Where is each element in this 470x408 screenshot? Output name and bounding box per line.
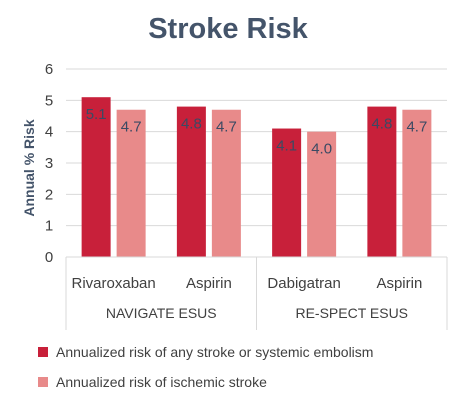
data-label: 4.8	[181, 116, 202, 133]
bar	[211, 109, 241, 257]
category-label: Aspirin	[376, 275, 422, 292]
category-label: Rivaroxaban	[72, 275, 156, 292]
category-label: Dabigatran	[267, 275, 340, 292]
bars	[81, 97, 432, 257]
legend: Annualized risk of any stroke or systemi…	[38, 344, 373, 390]
bar	[176, 106, 206, 257]
group-label: RE-SPECT ESUS	[295, 305, 408, 321]
x-axis-groups: NAVIGATE ESUS RE-SPECT ESUS	[65, 256, 448, 330]
y-axis-label: Annual % Risk	[21, 119, 37, 216]
legend-swatch	[38, 377, 48, 387]
data-label: 4.7	[121, 119, 142, 136]
y-tick-label: 5	[45, 92, 53, 109]
data-label: 4.7	[406, 119, 427, 136]
data-label: 4.1	[276, 138, 297, 155]
bar	[402, 109, 432, 257]
y-tick-label: 3	[45, 155, 53, 172]
bar	[81, 97, 111, 257]
legend-swatch	[38, 347, 48, 357]
y-tick-label: 0	[45, 249, 53, 266]
y-tick-label: 6	[45, 61, 53, 78]
legend-label: Annualized risk of any stroke or systemi…	[56, 344, 373, 360]
y-tick-label: 4	[45, 124, 53, 141]
category-label: Aspirin	[186, 275, 232, 292]
data-label: 4.0	[311, 141, 332, 158]
chart-title: Stroke Risk	[148, 13, 308, 45]
bar	[307, 131, 337, 257]
legend-label: Annualized risk of ischemic stroke	[56, 374, 267, 390]
data-label: 5.1	[86, 106, 107, 123]
y-tick-label: 2	[45, 186, 53, 203]
data-label: 4.7	[216, 119, 237, 136]
bar	[116, 109, 146, 257]
y-tick-label: 1	[45, 218, 53, 235]
y-axis-ticks: 0 1 2 3 4 5 6	[45, 61, 53, 266]
group-label: NAVIGATE ESUS	[106, 305, 217, 321]
bar	[367, 106, 397, 257]
data-label: 4.8	[371, 116, 392, 133]
data-labels: 5.1 4.7 4.8 4.7 4.1 4.0 4.8 4.7	[86, 106, 428, 157]
x-axis-categories: Rivaroxaban Aspirin Dabigatran Aspirin	[72, 275, 423, 292]
bar	[272, 128, 302, 257]
